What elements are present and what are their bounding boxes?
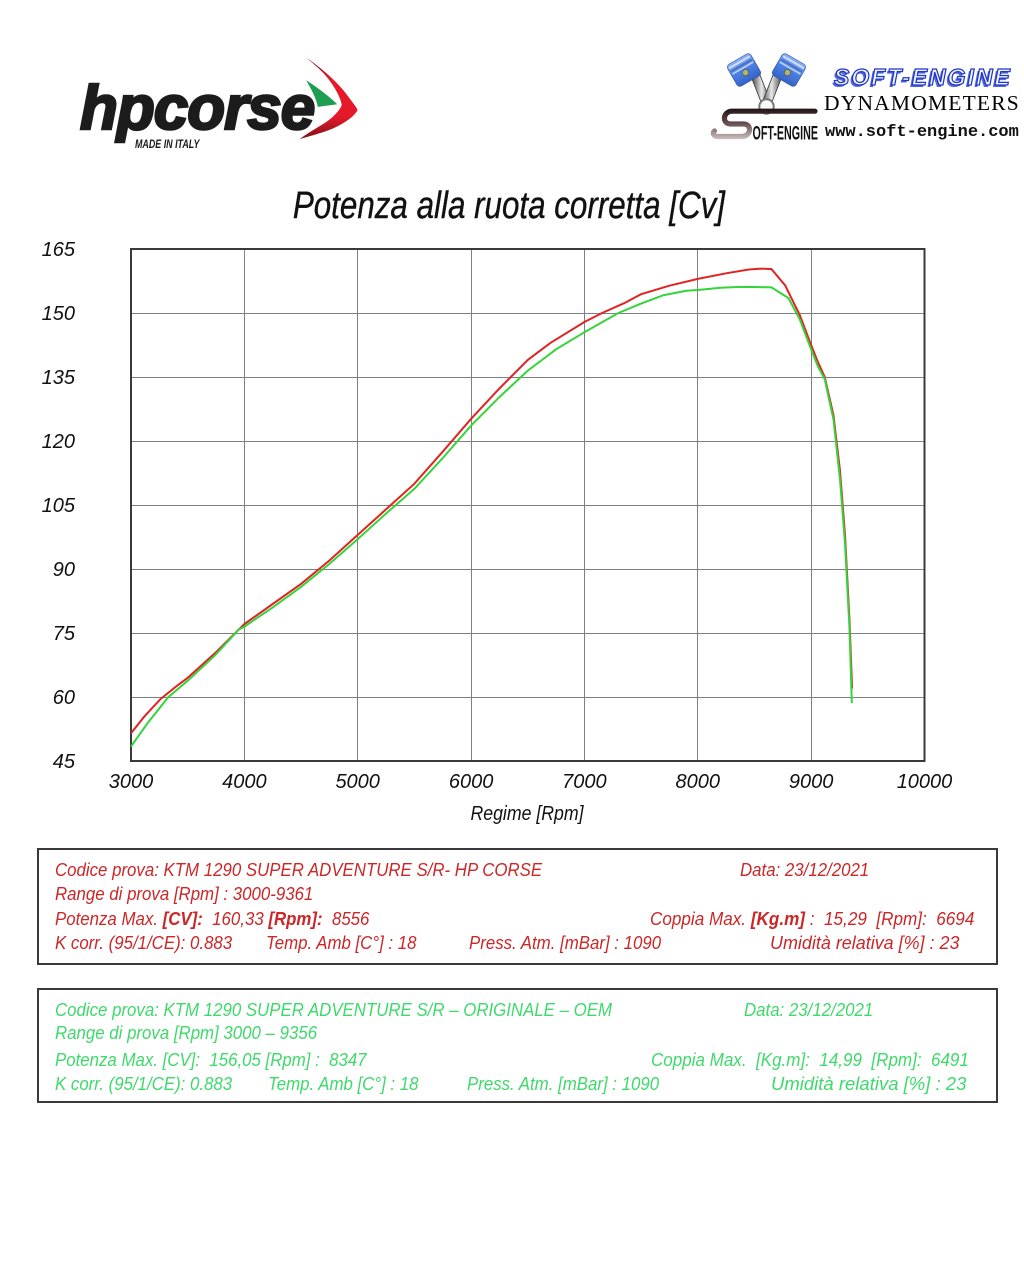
svg-text:150: 150 xyxy=(42,303,75,325)
svg-text:45: 45 xyxy=(53,751,76,773)
svg-text:3000: 3000 xyxy=(109,771,154,793)
svg-text:6000: 6000 xyxy=(449,771,494,793)
svg-text:120: 120 xyxy=(42,431,75,453)
svg-text:5000: 5000 xyxy=(335,771,380,793)
svg-text:9000: 9000 xyxy=(789,771,834,793)
svg-text:165: 165 xyxy=(42,239,76,261)
svg-text:105: 105 xyxy=(42,495,76,517)
svg-text:10000: 10000 xyxy=(897,771,953,793)
svg-text:135: 135 xyxy=(42,367,76,389)
svg-text:7000: 7000 xyxy=(562,771,607,793)
svg-text:MADE IN ITALY: MADE IN ITALY xyxy=(135,137,200,151)
svg-text:OFT-ENGINE: OFT-ENGINE xyxy=(753,124,819,145)
svg-text:60: 60 xyxy=(53,687,75,709)
svg-text:Regime [Rpm]: Regime [Rpm] xyxy=(471,803,584,825)
svg-text:90: 90 xyxy=(53,559,75,581)
svg-text:75: 75 xyxy=(53,623,76,645)
svg-text:8000: 8000 xyxy=(676,771,721,793)
svg-text:4000: 4000 xyxy=(222,771,267,793)
